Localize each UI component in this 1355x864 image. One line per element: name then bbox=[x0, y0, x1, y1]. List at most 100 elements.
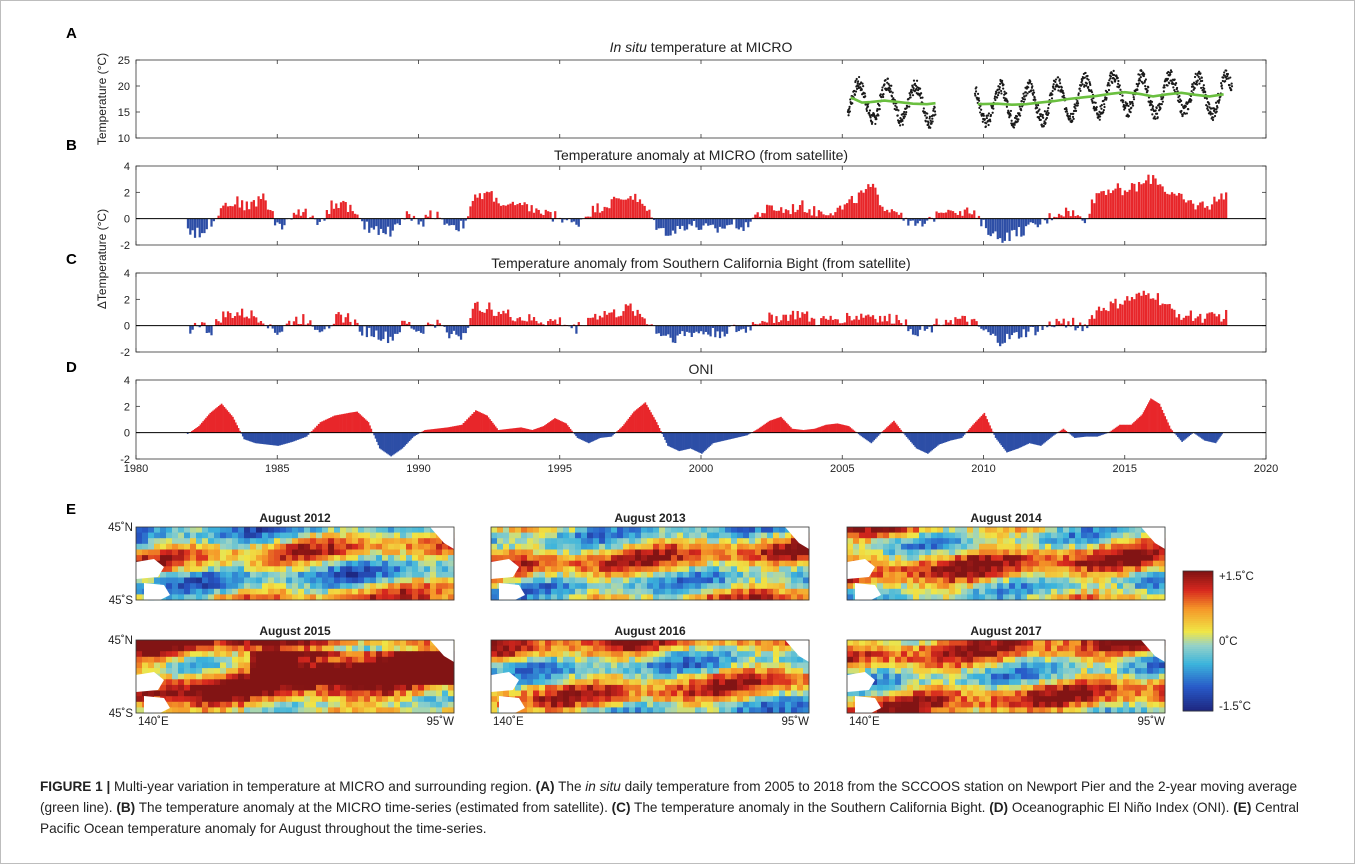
map-cell bbox=[1105, 594, 1112, 601]
anomaly-bar bbox=[1147, 174, 1150, 219]
map-cell bbox=[142, 640, 149, 646]
map-cell bbox=[545, 527, 552, 533]
map-cell bbox=[1045, 555, 1052, 562]
map-cell bbox=[1117, 527, 1124, 533]
map-cell bbox=[713, 543, 720, 550]
oni-bar bbox=[917, 432, 919, 450]
map-cell bbox=[949, 583, 956, 590]
oni-bar bbox=[710, 432, 713, 445]
daily-point bbox=[1047, 111, 1050, 115]
map-cell bbox=[647, 527, 654, 533]
anomaly-bar bbox=[596, 319, 599, 326]
anomaly-bar bbox=[994, 325, 997, 336]
anomaly-bar bbox=[346, 313, 350, 326]
map-cell bbox=[244, 594, 251, 601]
map-cell bbox=[1123, 577, 1130, 584]
anomaly-bar bbox=[565, 218, 569, 221]
map-cell bbox=[695, 583, 702, 590]
oni-bar bbox=[948, 432, 950, 442]
daily-point bbox=[1113, 80, 1117, 83]
map-cell bbox=[1093, 549, 1100, 556]
map-cell bbox=[1009, 588, 1016, 595]
oni-bar bbox=[541, 426, 544, 433]
map-cell bbox=[376, 538, 383, 545]
map-cell bbox=[599, 538, 606, 545]
anomaly-bar bbox=[742, 325, 745, 329]
anomaly-bar bbox=[1074, 325, 1077, 331]
anomaly-bar bbox=[492, 315, 496, 326]
map-cell bbox=[160, 549, 167, 556]
map-cell bbox=[895, 577, 902, 584]
map-cell bbox=[599, 588, 606, 595]
anomaly-bar bbox=[264, 200, 267, 219]
daily-point bbox=[1018, 112, 1021, 115]
anomaly-bar bbox=[1064, 325, 1068, 328]
map-cell bbox=[569, 560, 576, 567]
anomaly-bar bbox=[791, 310, 795, 326]
daily-point bbox=[920, 92, 923, 95]
map-cell bbox=[551, 543, 558, 550]
anomaly-bar bbox=[874, 318, 877, 326]
daily-point bbox=[1023, 95, 1026, 98]
map-cell bbox=[202, 571, 209, 578]
anomaly-bar bbox=[398, 325, 401, 333]
anomaly-bar bbox=[944, 319, 948, 326]
map-cell bbox=[985, 538, 992, 545]
map-cell bbox=[298, 527, 305, 533]
lat-label: 45˚N bbox=[108, 522, 133, 534]
daily-point bbox=[1225, 69, 1228, 72]
oni-bar bbox=[816, 427, 819, 433]
daily-point bbox=[909, 93, 912, 97]
map-cell bbox=[250, 555, 257, 562]
map-cell bbox=[1129, 532, 1136, 539]
map-cell bbox=[907, 577, 914, 584]
map-cell bbox=[370, 555, 377, 562]
oni-bar bbox=[1040, 432, 1042, 446]
anomaly-bar bbox=[255, 317, 258, 326]
map-cell bbox=[743, 577, 750, 584]
map-cell bbox=[184, 588, 191, 595]
map-cell bbox=[370, 571, 377, 578]
anomaly-bar bbox=[918, 325, 922, 330]
oni-bar bbox=[244, 432, 247, 440]
map-cell bbox=[196, 583, 203, 590]
anomaly-bar bbox=[386, 325, 390, 344]
anomaly-bar bbox=[379, 325, 383, 341]
anomaly-bar bbox=[240, 200, 244, 219]
anomaly-bar bbox=[768, 205, 771, 219]
anomaly-bar bbox=[949, 210, 952, 219]
daily-point bbox=[874, 122, 877, 126]
map-cell bbox=[298, 645, 305, 652]
daily-point bbox=[1204, 90, 1207, 94]
map-cell bbox=[250, 651, 257, 658]
anomaly-bar bbox=[1102, 307, 1105, 326]
daily-point bbox=[1079, 89, 1082, 93]
map-cell bbox=[563, 560, 570, 567]
map-cell bbox=[719, 555, 726, 562]
oni-bar bbox=[609, 432, 611, 437]
anomaly-bar bbox=[692, 325, 696, 333]
anomaly-bar bbox=[391, 325, 394, 341]
map-cell bbox=[184, 583, 191, 590]
map-cell bbox=[617, 566, 624, 573]
oni-bar bbox=[330, 417, 333, 433]
map-cell bbox=[955, 555, 962, 562]
map-cell bbox=[214, 571, 221, 578]
daily-point bbox=[978, 106, 981, 109]
oni-bar bbox=[284, 432, 287, 444]
map-cell bbox=[226, 560, 233, 567]
map-cell bbox=[166, 555, 173, 562]
oni-bar bbox=[263, 432, 265, 445]
map-cell bbox=[551, 549, 558, 556]
daily-point bbox=[1042, 124, 1045, 128]
map-cell bbox=[785, 571, 792, 578]
oni-bar bbox=[537, 428, 539, 433]
map-cell bbox=[1063, 543, 1070, 550]
oni-bar bbox=[205, 417, 207, 433]
daily-point bbox=[1150, 103, 1153, 106]
daily-point bbox=[1213, 114, 1217, 118]
map-cell bbox=[593, 588, 600, 595]
map-cell bbox=[1147, 543, 1154, 550]
map-cell bbox=[1117, 532, 1124, 539]
map-cell bbox=[641, 571, 648, 578]
